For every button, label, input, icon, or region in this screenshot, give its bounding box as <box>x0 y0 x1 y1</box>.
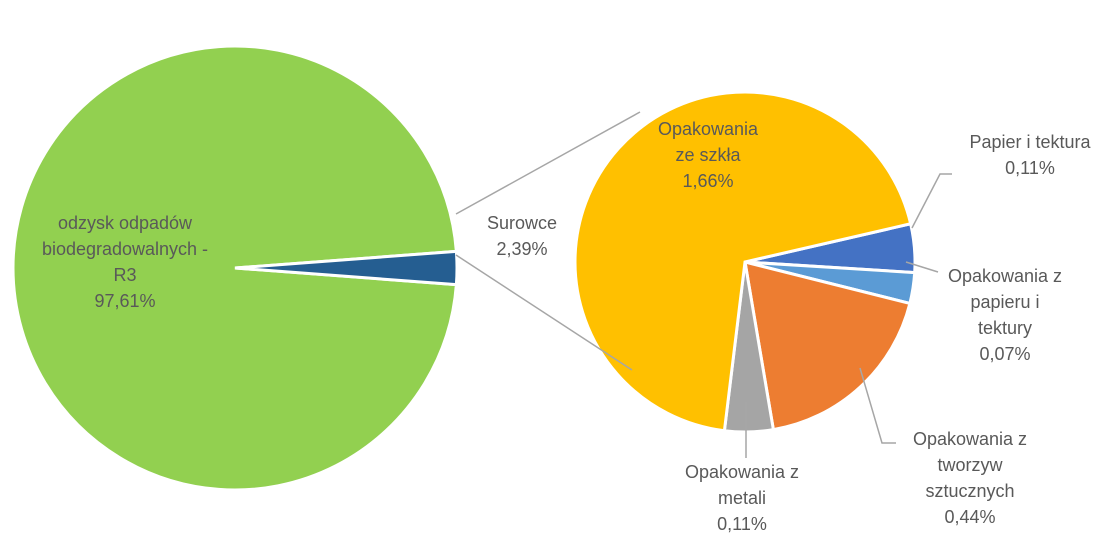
value-label: 0,11% <box>1005 158 1055 178</box>
leader-line <box>859 367 896 444</box>
data-label: Opakowania z metali 0,11% <box>677 459 807 537</box>
connector-line <box>455 254 633 371</box>
data-label: odzysk odpadów biodegradowalnych - R3 97,… <box>40 210 210 314</box>
value-label: 0,44% <box>944 507 996 527</box>
data-label: Surowce 2,39% <box>477 210 567 262</box>
data-label: Papier i tektura 0,11% <box>950 129 1107 181</box>
category-name: Opakowania ze szkła <box>657 119 759 165</box>
category-name: odzysk odpadów biodegradowalnych - R3 <box>41 213 209 285</box>
value-label: 1,66% <box>682 171 734 191</box>
connector-line <box>455 111 641 215</box>
category-name: Opakowania z tworzyw sztucznych <box>912 429 1028 501</box>
pie-slice <box>743 259 912 432</box>
data-label: Opakowania z papieru i tektury 0,07% <box>945 263 1065 367</box>
connectors <box>455 111 952 458</box>
leader-line <box>911 173 952 229</box>
value-label: 2,39% <box>496 239 548 259</box>
category-name: Opakowania z papieru i tektury <box>947 266 1063 338</box>
pie-slice <box>11 44 458 492</box>
data-label: Opakowania z tworzyw sztucznych 0,44% <box>900 426 1040 530</box>
pie-slice <box>573 90 913 433</box>
category-name: Surowce <box>486 213 558 233</box>
data-label: Opakowania ze szkła 1,66% <box>648 116 768 194</box>
leader-line <box>905 261 939 273</box>
category-name: Opakowania z metali <box>684 462 800 508</box>
value-label: 0,07% <box>979 344 1031 364</box>
pie-slice <box>234 249 459 287</box>
value-label: 0,11% <box>717 514 767 534</box>
category-name: Papier i tektura <box>969 132 1091 152</box>
value-label: 97,61% <box>94 291 156 311</box>
